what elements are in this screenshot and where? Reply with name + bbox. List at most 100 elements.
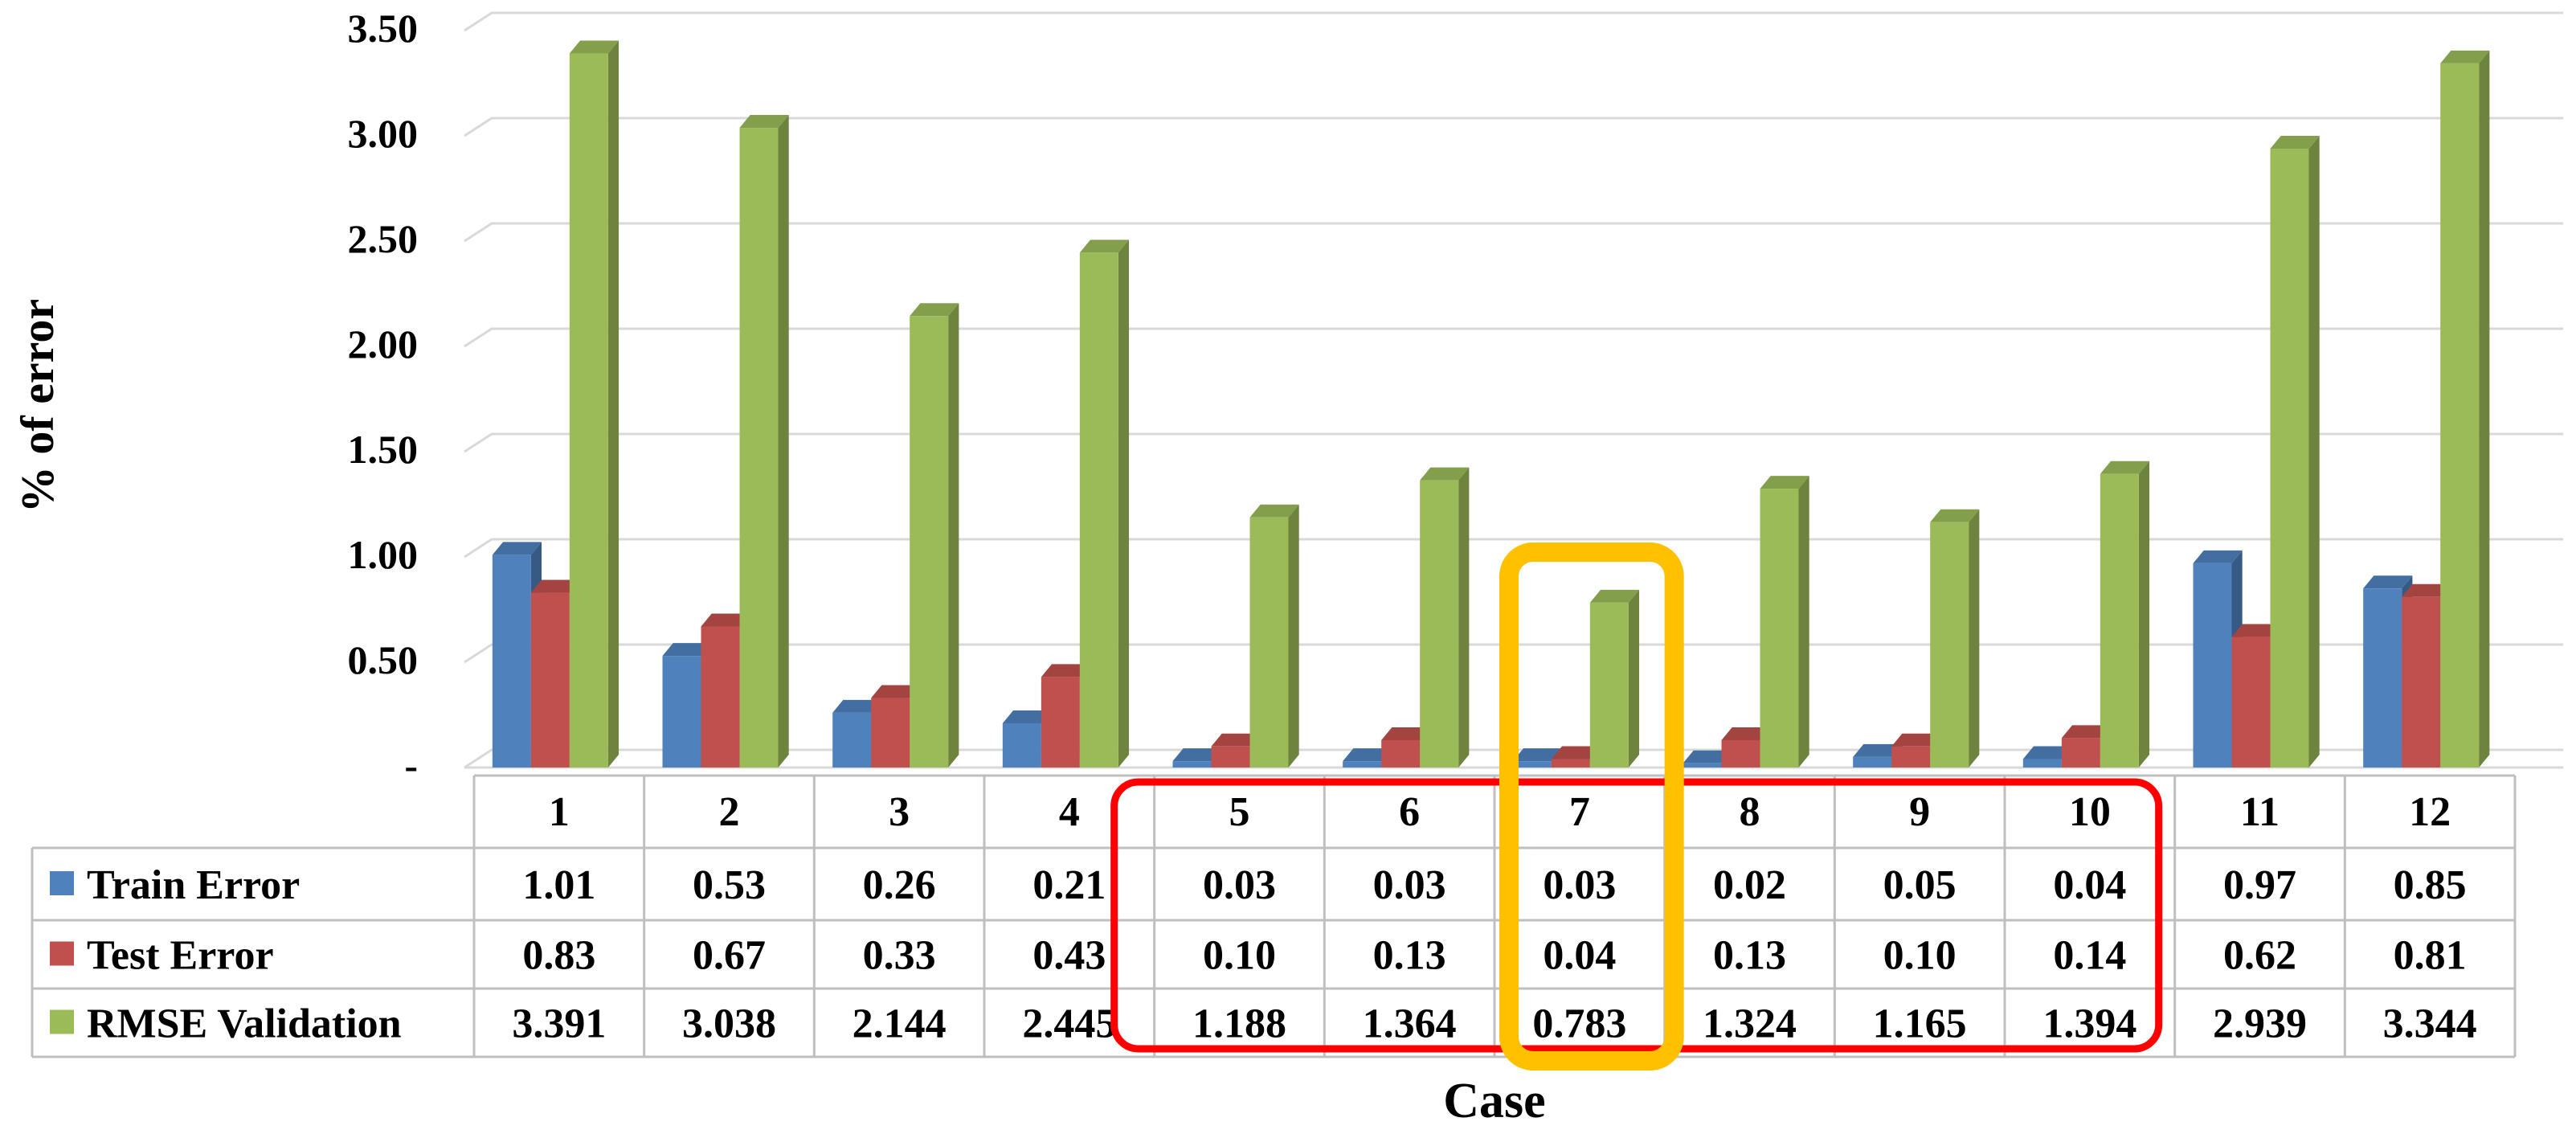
legend-swatch <box>50 871 74 895</box>
bar-top <box>2193 550 2243 563</box>
data-table-cell: 0.21 <box>1032 862 1106 908</box>
data-table-cell: 3.391 <box>512 1001 606 1047</box>
bar-side <box>2479 50 2490 768</box>
legend-swatch <box>50 1009 74 1034</box>
bar-top <box>530 579 581 593</box>
bar-top <box>1930 509 1980 522</box>
bar-side <box>607 40 619 768</box>
bar-front <box>832 712 872 768</box>
data-table-cell: 1.394 <box>2042 1001 2136 1047</box>
data-table-cell: 0.97 <box>2223 862 2296 908</box>
bar-top <box>701 613 750 627</box>
data-table-cell: 0.10 <box>1203 933 1276 979</box>
bar-front <box>1211 746 1250 768</box>
x-tick-label: 10 <box>2069 789 2111 835</box>
data-table-cell: 0.53 <box>693 862 766 908</box>
y-tick-label: 3.50 <box>348 6 419 51</box>
bar-side <box>2308 135 2320 768</box>
data-table-cell: 3.038 <box>682 1001 776 1047</box>
bar-front <box>1930 522 1969 768</box>
data-table-cell: 0.03 <box>1203 862 1276 908</box>
bar-side <box>778 115 789 768</box>
bar-front <box>1721 739 1760 768</box>
highlight-box-red <box>1110 778 2163 1053</box>
gridline <box>464 643 2563 664</box>
bar-top <box>2022 746 2073 759</box>
x-tick-label: 5 <box>1229 789 1250 835</box>
bar-test-error-case-11 <box>2231 624 2281 768</box>
bar-top <box>1512 748 1563 762</box>
gridline <box>464 222 2563 243</box>
y-tick-label: 2.50 <box>348 216 419 261</box>
bar-rmse-validation-case-7 <box>1589 589 1640 768</box>
bar-front <box>2440 63 2480 768</box>
data-table-cell: 0.26 <box>863 862 936 908</box>
bar-front <box>2022 759 2062 768</box>
bar-side <box>1798 476 1809 768</box>
data-table-cell: 0.33 <box>863 933 936 979</box>
bar-rmse-validation-case-2 <box>739 115 789 768</box>
bar-top <box>1420 467 1470 481</box>
data-table-cell: 2.144 <box>853 1001 947 1047</box>
bar-top <box>1853 743 1903 757</box>
legend-entry: RMSE Validation <box>87 1001 402 1047</box>
bar-front <box>569 53 608 768</box>
gridline <box>464 327 2563 348</box>
data-table-cell: 0.13 <box>1373 933 1446 979</box>
bar-front <box>1853 756 1892 768</box>
bar-rmse-validation-case-12 <box>2440 50 2490 768</box>
bar-front <box>662 656 701 768</box>
x-axis-label: Case <box>1443 1074 1545 1128</box>
bar-top <box>1891 733 1941 747</box>
bar-front <box>701 626 740 768</box>
bar-side <box>1288 504 1299 768</box>
bar-front <box>1002 723 1041 768</box>
bar-front <box>2100 473 2139 768</box>
bar-front <box>1589 602 1629 768</box>
y-tick-label: - <box>404 743 418 788</box>
bar-rmse-validation-case-11 <box>2270 135 2320 768</box>
bar-front <box>2270 148 2309 768</box>
data-table-cell: 0.85 <box>2394 862 2467 908</box>
bar-front <box>1551 759 1590 768</box>
data-table-cell: 1.188 <box>1192 1001 1286 1047</box>
bar-rmse-validation-case-9 <box>1930 509 1980 768</box>
y-tick-label: 2.00 <box>348 321 419 366</box>
bar-rmse-validation-case-3 <box>910 303 959 768</box>
x-tick-label: 1 <box>549 789 570 835</box>
x-tick-label: 6 <box>1399 789 1420 835</box>
bar-side <box>1628 589 1640 768</box>
data-table-cell: 0.03 <box>1543 862 1616 908</box>
bar-top <box>1381 727 1431 740</box>
highlight-boxes <box>1110 542 2163 1071</box>
x-tick-label: 2 <box>719 789 740 835</box>
data-table-cell: 0.05 <box>1883 862 1957 908</box>
bar-top <box>1551 746 1601 759</box>
bar-front <box>1249 517 1289 768</box>
bars <box>492 40 2490 768</box>
bar-top <box>1172 748 1222 762</box>
data-table-cell: 0.67 <box>693 933 766 979</box>
data-table-cell: 0.83 <box>522 933 595 979</box>
data-table-cell: 3.344 <box>2383 1001 2477 1047</box>
bar-front <box>1343 761 1382 768</box>
bar-front <box>739 128 779 768</box>
x-tick-label: 3 <box>889 789 910 835</box>
data-table-cell: 0.43 <box>1032 933 1106 979</box>
x-tick-label: 4 <box>1059 789 1080 835</box>
bar-top <box>1683 750 1732 764</box>
data-table-cell: 2.445 <box>1022 1001 1116 1047</box>
bar-side <box>948 303 959 768</box>
gridline <box>464 11 2563 32</box>
gridline <box>464 117 2563 137</box>
bar-top <box>1079 239 1130 253</box>
x-tick-label: 9 <box>1909 789 1930 835</box>
data-table-cell: 0.03 <box>1373 862 1446 908</box>
bar-top <box>569 40 619 54</box>
data-table-cell: 0.81 <box>2394 933 2467 979</box>
x-tick-label: 8 <box>1740 789 1760 835</box>
bar-front <box>1891 746 1931 768</box>
bar-top <box>2363 575 2413 589</box>
bar-top <box>1343 748 1392 762</box>
bar-front <box>2402 596 2441 768</box>
